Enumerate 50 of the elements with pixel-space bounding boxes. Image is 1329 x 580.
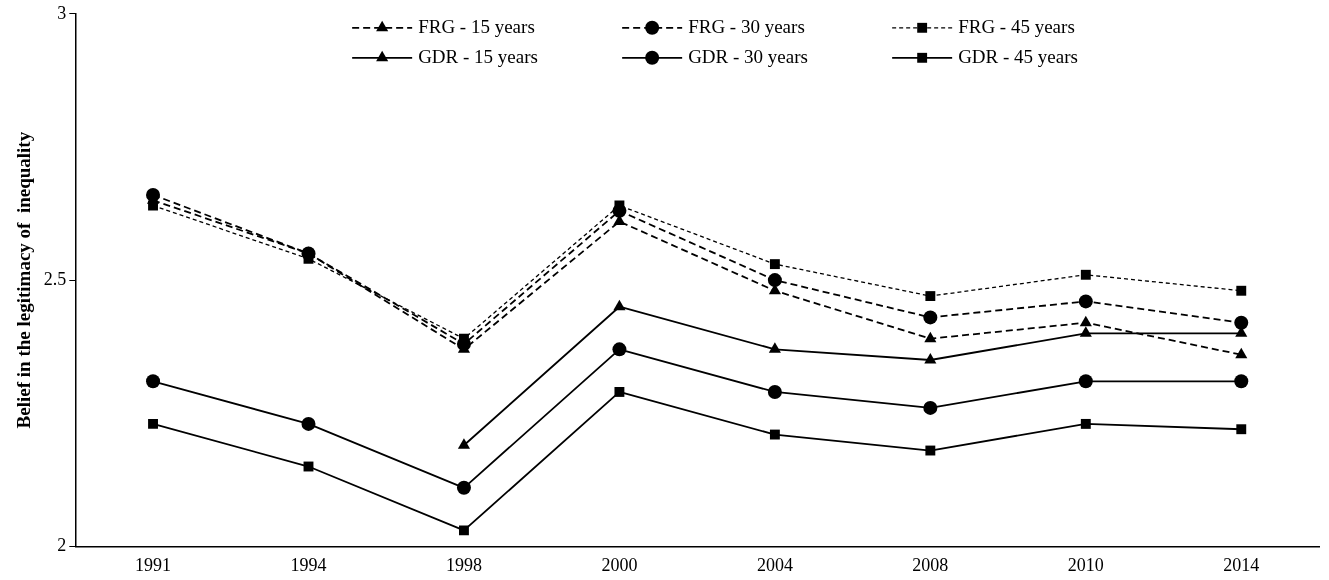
point	[923, 400, 938, 415]
point	[925, 445, 936, 456]
point	[612, 203, 627, 218]
point	[1078, 374, 1093, 389]
point	[924, 352, 937, 364]
point	[923, 310, 938, 325]
point	[456, 480, 471, 495]
point	[1080, 269, 1091, 280]
x-tick-label: 1998	[445, 554, 482, 575]
x-tick-label: 1994	[290, 554, 327, 575]
x-tick-label: 2014	[1223, 554, 1260, 575]
point	[301, 416, 316, 431]
point	[614, 387, 625, 397]
legend-label: GDR - 30 years	[688, 45, 808, 67]
legend-label: FRG - 15 years	[418, 15, 535, 37]
x-tick-label: 2008	[912, 554, 949, 575]
x-tick-label: 2010	[1067, 554, 1104, 575]
point	[148, 418, 158, 429]
point	[1236, 424, 1247, 435]
y-tick-label: 2	[57, 535, 67, 556]
point	[1234, 315, 1249, 330]
point	[767, 384, 782, 399]
point	[457, 438, 471, 449]
point	[613, 299, 626, 311]
point	[459, 525, 469, 536]
point	[769, 259, 780, 270]
legend-label: FRG - 30 years	[688, 15, 805, 37]
point	[1234, 374, 1249, 389]
legend-label: GDR - 15 years	[418, 45, 538, 67]
point	[769, 429, 780, 440]
y-tick-label: 2.5	[43, 268, 67, 289]
point	[1078, 294, 1093, 309]
point	[1236, 285, 1247, 296]
point	[146, 374, 161, 389]
point	[1235, 347, 1248, 359]
x-tick-label: 2004	[756, 554, 793, 575]
point	[767, 273, 782, 288]
x-tick-label: 1991	[135, 554, 172, 575]
point	[1080, 418, 1091, 429]
y-axis-title: Belief in the legitimacy of inequality	[13, 131, 35, 429]
point	[1079, 326, 1092, 337]
x-tick-label: 2000	[601, 554, 638, 575]
y-tick-label: 3	[57, 2, 67, 23]
legend-label: FRG - 45 years	[958, 15, 1075, 37]
legend-label: GDR - 45 years	[958, 45, 1078, 67]
point	[612, 342, 627, 357]
point	[768, 342, 781, 353]
point	[1079, 315, 1092, 327]
point	[924, 331, 937, 343]
point	[925, 291, 936, 302]
